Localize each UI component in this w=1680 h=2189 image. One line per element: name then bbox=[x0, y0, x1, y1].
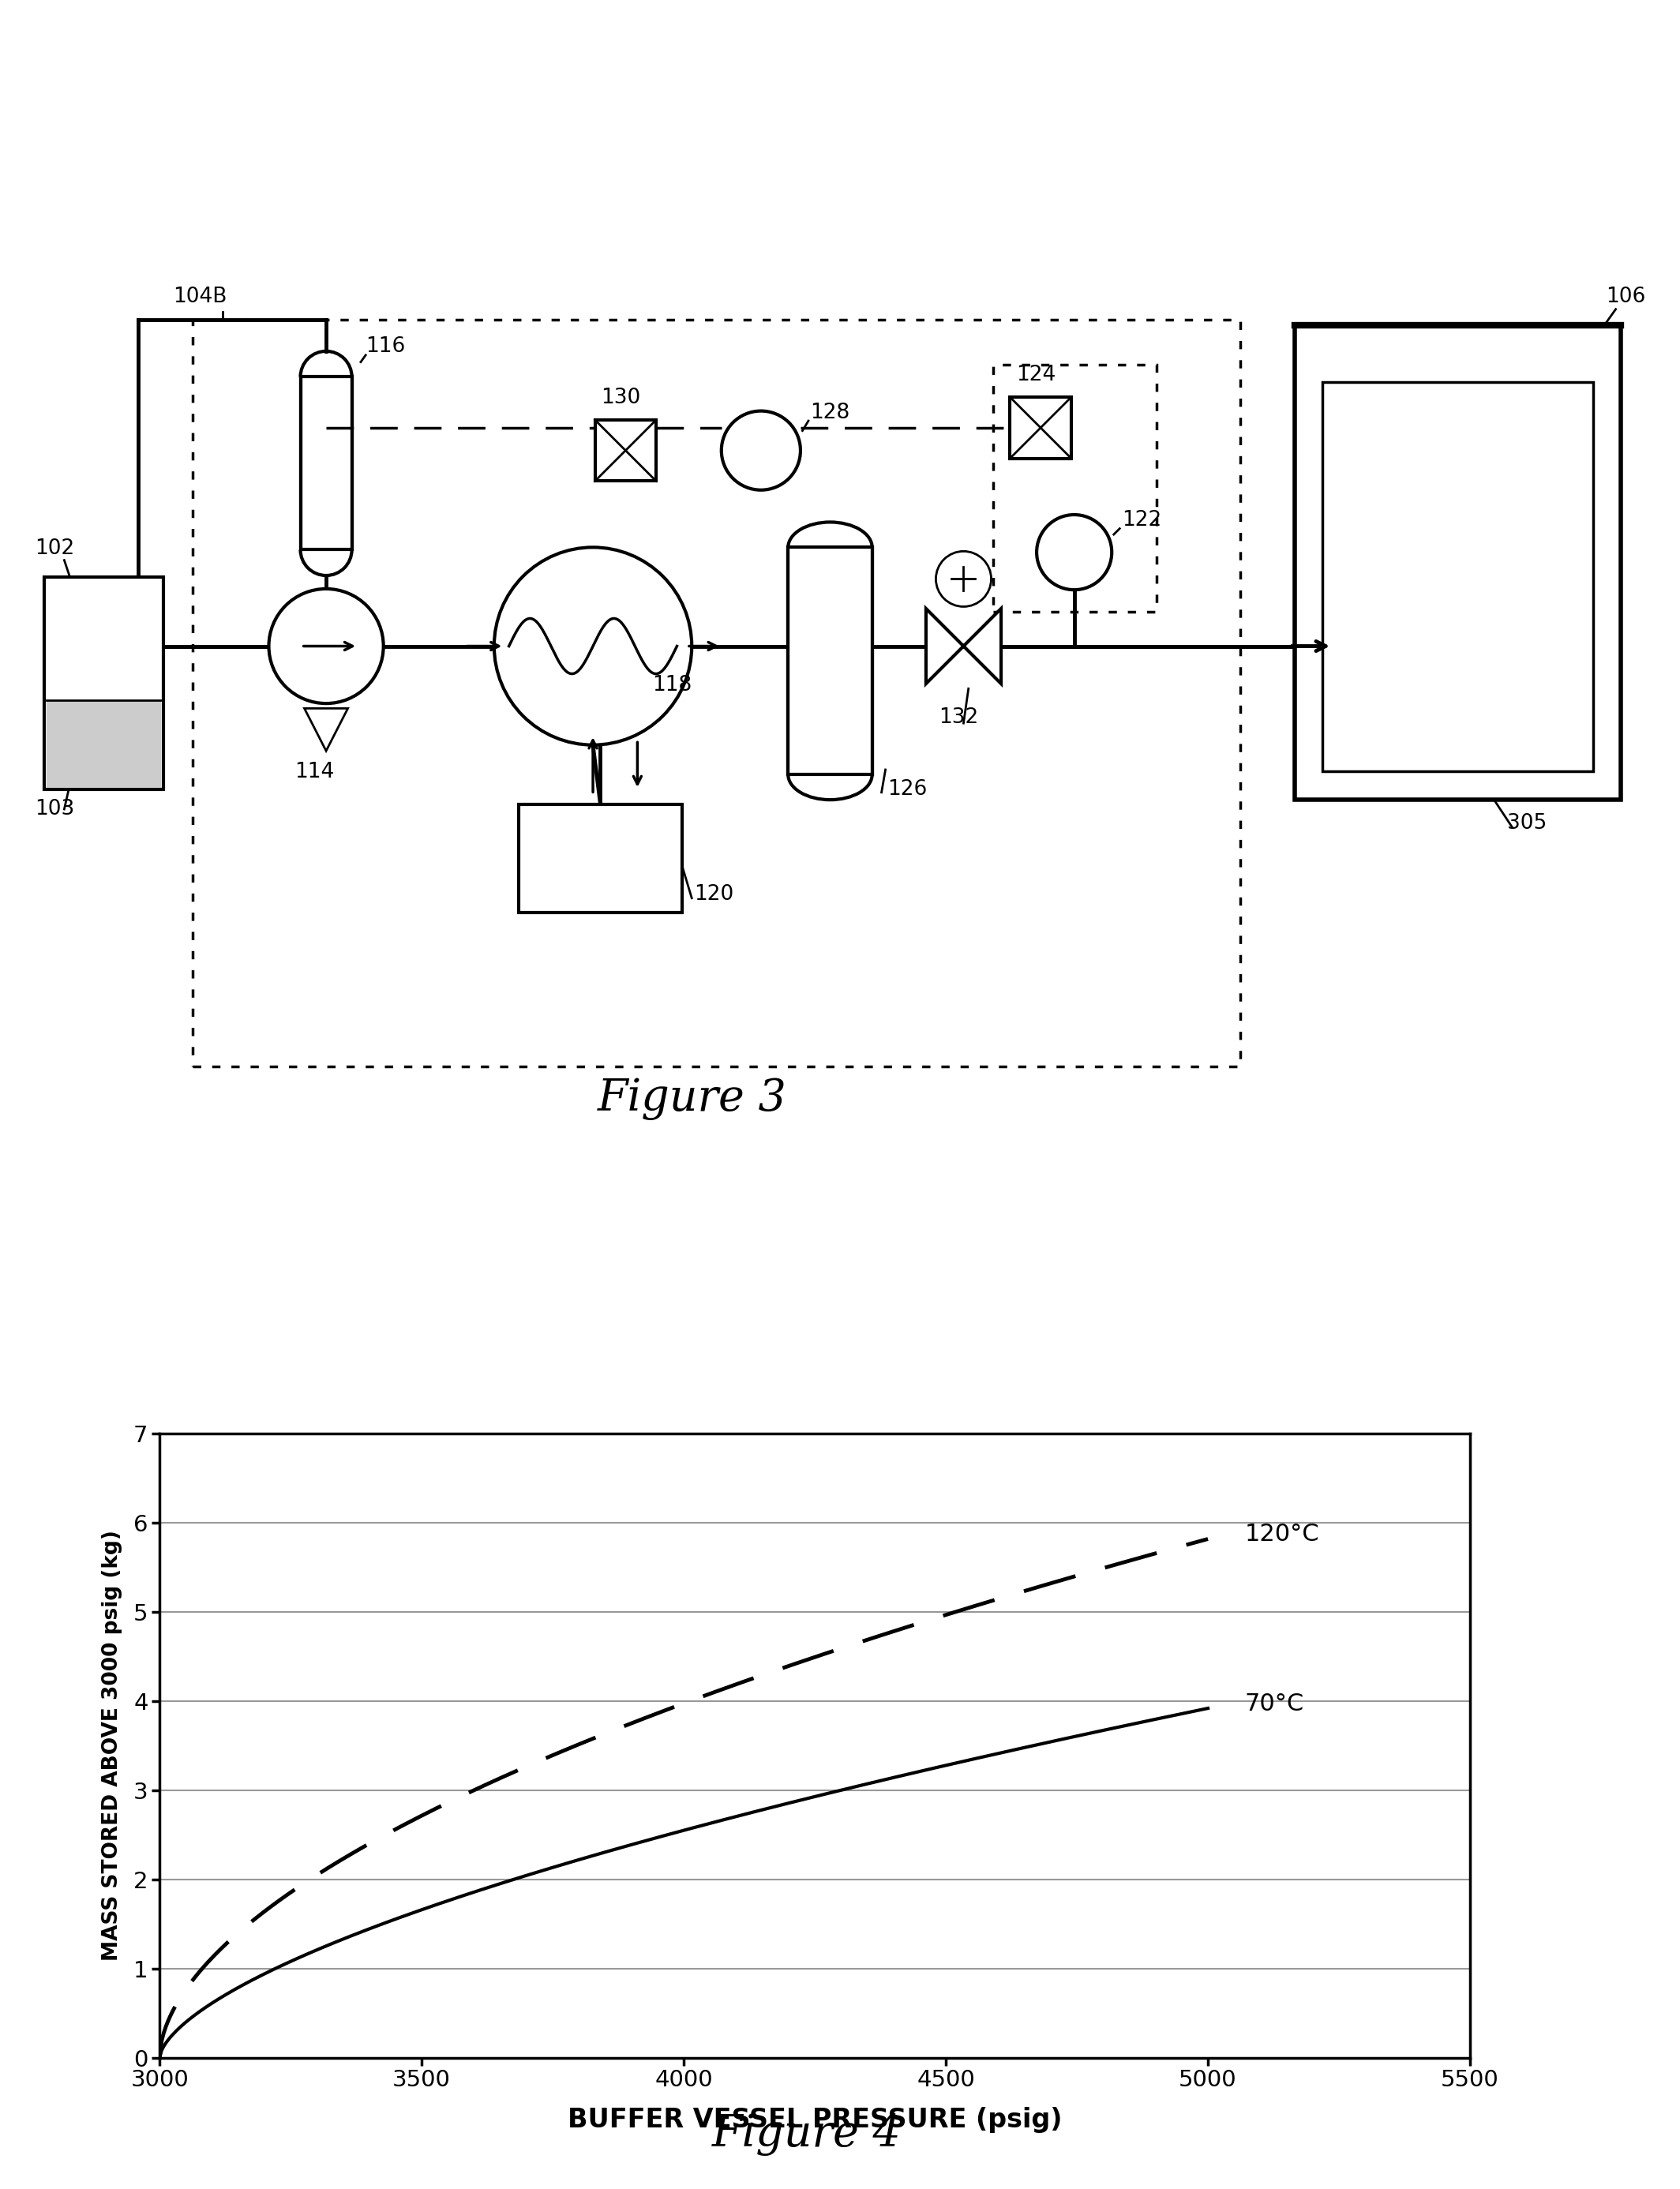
Circle shape bbox=[494, 547, 692, 744]
Text: 122: 122 bbox=[1122, 510, 1161, 530]
Bar bbox=[47, 700, 161, 788]
Text: 128: 128 bbox=[810, 403, 850, 422]
Text: 130: 130 bbox=[601, 387, 640, 407]
Bar bbox=[1010, 396, 1072, 458]
Text: Figure 3: Figure 3 bbox=[596, 1077, 786, 1121]
Circle shape bbox=[721, 412, 800, 490]
Text: 124: 124 bbox=[1016, 366, 1055, 385]
Text: 120°C: 120°C bbox=[1245, 1524, 1319, 1545]
X-axis label: BUFFER VESSEL PRESSURE (psig): BUFFER VESSEL PRESSURE (psig) bbox=[568, 2106, 1062, 2132]
Text: 126: 126 bbox=[887, 779, 927, 799]
Circle shape bbox=[1037, 514, 1112, 589]
Text: 106: 106 bbox=[1606, 287, 1645, 306]
Bar bbox=[44, 578, 163, 790]
Text: 103: 103 bbox=[35, 799, 74, 819]
Y-axis label: MASS STORED ABOVE 3000 psig (kg): MASS STORED ABOVE 3000 psig (kg) bbox=[102, 1530, 123, 1961]
Text: 114: 114 bbox=[294, 762, 334, 781]
Text: 120: 120 bbox=[694, 884, 734, 904]
Polygon shape bbox=[926, 609, 1001, 683]
Circle shape bbox=[269, 589, 383, 703]
Bar bbox=[595, 420, 657, 482]
Text: Figure 4: Figure 4 bbox=[712, 2112, 900, 2156]
Text: 104B: 104B bbox=[173, 287, 227, 306]
Text: 118: 118 bbox=[652, 674, 692, 696]
Text: 70°C: 70°C bbox=[1245, 1692, 1304, 1716]
Bar bbox=[1322, 383, 1593, 773]
Bar bbox=[788, 547, 872, 775]
Text: 132: 132 bbox=[939, 707, 978, 729]
Bar bbox=[193, 320, 1240, 1066]
Bar bbox=[301, 377, 351, 549]
Text: 305: 305 bbox=[1507, 814, 1547, 834]
Text: 102: 102 bbox=[35, 538, 74, 558]
Polygon shape bbox=[304, 709, 348, 751]
Circle shape bbox=[936, 552, 991, 606]
Bar bbox=[519, 803, 682, 913]
Bar bbox=[1295, 324, 1621, 799]
Text: 116: 116 bbox=[366, 337, 405, 357]
Bar bbox=[993, 366, 1156, 611]
